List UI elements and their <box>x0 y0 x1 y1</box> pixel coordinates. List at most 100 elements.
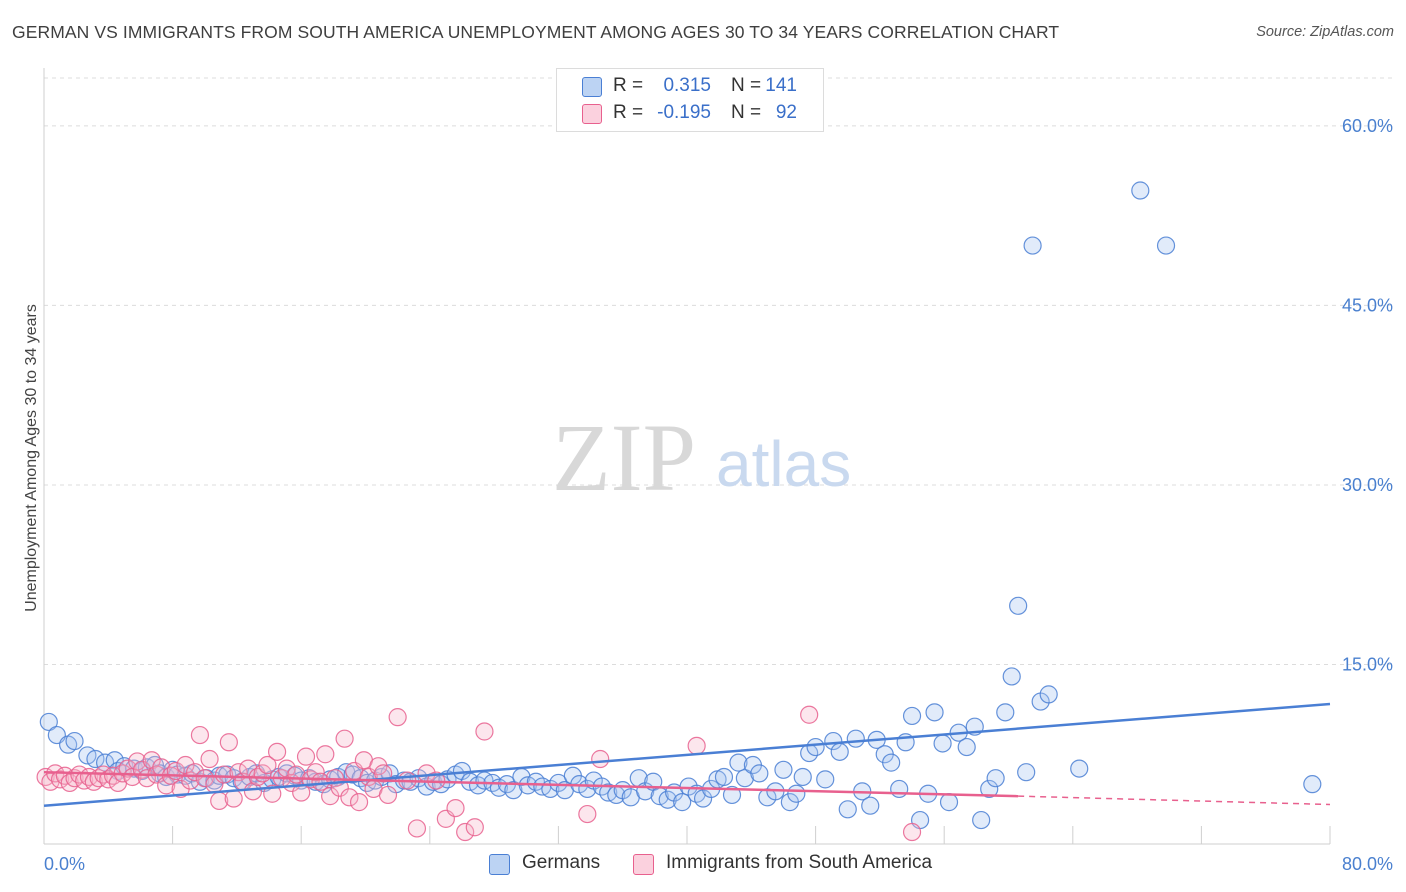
germans-point <box>1009 596 1028 615</box>
immigrants-trend-line <box>43 770 1019 798</box>
immigrants-point <box>306 763 325 782</box>
germans-point <box>1156 236 1176 255</box>
source-note: Source: ZipAtlas.com <box>1256 24 1394 40</box>
immigrants-point <box>296 747 316 766</box>
germans-point <box>714 767 734 787</box>
n-label: N = <box>731 75 762 96</box>
immigrants-point <box>475 722 494 741</box>
stats-row-immigrants: R = -0.195 N = 92 <box>557 102 823 128</box>
immigrants-point <box>267 742 287 761</box>
immigrants-point <box>316 745 335 764</box>
germans-point <box>996 703 1015 722</box>
germans-point <box>861 796 880 815</box>
legend-label-immigrants: Immigrants from South America <box>666 852 933 873</box>
germans-point <box>890 779 909 799</box>
immigrants-point <box>219 733 238 752</box>
x-tick-label-max: 80.0% <box>1342 854 1393 874</box>
germans-point <box>824 731 843 751</box>
trend-lines <box>43 702 1331 807</box>
immigrants-point <box>407 819 427 838</box>
germans-point <box>972 810 991 830</box>
immigrants-point <box>311 772 330 791</box>
germans-point <box>980 779 999 799</box>
legend-swatch-germans <box>489 854 510 875</box>
germans-point <box>86 749 105 769</box>
germans-point <box>882 753 901 772</box>
germans-point <box>105 751 124 770</box>
immigrants-point <box>263 784 282 803</box>
germans-point <box>722 785 742 805</box>
germans-point <box>1002 667 1021 686</box>
germans-point <box>549 773 568 793</box>
immigrants-point <box>340 788 359 807</box>
germans-point <box>504 781 523 800</box>
immigrants-trend-extension <box>1018 795 1331 806</box>
germans-point <box>838 800 857 819</box>
immigrants-point <box>335 729 354 748</box>
germans-point <box>673 793 692 812</box>
y-axis-label: Unemployment Among Ages 30 to 34 years <box>23 304 40 612</box>
immigrants-point <box>142 751 161 770</box>
germans-point <box>933 734 952 753</box>
germans-point <box>1303 775 1322 794</box>
immigrants-point <box>578 804 597 824</box>
immigrants-point <box>465 818 484 837</box>
germans-point <box>1017 763 1036 782</box>
immigrants-point <box>243 782 263 801</box>
germans-point <box>658 790 677 809</box>
y-tick-label: 60.0% <box>1342 116 1393 136</box>
germans-trend-line <box>43 702 1331 807</box>
germans-point <box>787 784 806 803</box>
grid-lines <box>44 77 1394 665</box>
germans-point <box>902 706 922 726</box>
legend-swatch-immigrants <box>633 854 654 875</box>
watermark-atlas: atlas <box>716 428 851 500</box>
germans-point <box>729 753 748 772</box>
immigrants-point <box>456 822 475 842</box>
germans-point <box>1070 759 1089 778</box>
r-label: R = <box>613 102 644 123</box>
x-tick-label-min: 0.0% <box>44 854 85 874</box>
immigrants-point <box>902 822 922 842</box>
germans-point <box>806 737 825 757</box>
stats-box: R = 0.315 N = 141 R = -0.195 N = 92 <box>556 68 824 132</box>
germans-swatch <box>582 77 602 97</box>
legend: Germans Immigrants from South America <box>0 852 1406 878</box>
germans-point <box>735 769 754 788</box>
n-value: 141 <box>765 75 797 96</box>
immigrants-point <box>118 759 137 778</box>
germans-point <box>939 793 959 812</box>
germans-point <box>1131 181 1150 200</box>
immigrants-point <box>195 769 214 788</box>
watermark-zip: ZIP <box>552 404 696 511</box>
germans-point <box>1023 236 1042 255</box>
axes <box>43 68 1331 845</box>
n-value: 92 <box>775 102 797 123</box>
immigrants-point <box>157 776 176 795</box>
immigrants-series <box>36 705 922 842</box>
germans-point <box>925 703 944 722</box>
y-tick-label: 30.0% <box>1342 475 1393 495</box>
immigrants-point <box>128 752 147 771</box>
legend-label-germans: Germans <box>522 852 601 873</box>
y-tick-label: 15.0% <box>1342 654 1393 674</box>
immigrants-point <box>224 789 243 808</box>
watermark: ZIP atlas <box>552 404 851 511</box>
r-value: -0.195 <box>657 102 711 123</box>
germans-point <box>816 770 835 789</box>
immigrants-point <box>687 736 706 755</box>
r-label: R = <box>613 75 644 96</box>
immigrants-point <box>388 708 407 727</box>
immigrants-point <box>258 755 277 775</box>
germans-point <box>65 731 84 751</box>
germans-point <box>846 729 865 748</box>
germans-point <box>986 769 1005 788</box>
germans-point <box>750 764 769 783</box>
immigrants-point <box>190 725 210 745</box>
germans-point <box>774 760 793 779</box>
immigrants-point <box>292 783 311 802</box>
germans-point <box>39 712 58 732</box>
stats-row-germans: R = 0.315 N = 141 <box>557 75 823 101</box>
immigrants-point <box>378 785 398 805</box>
